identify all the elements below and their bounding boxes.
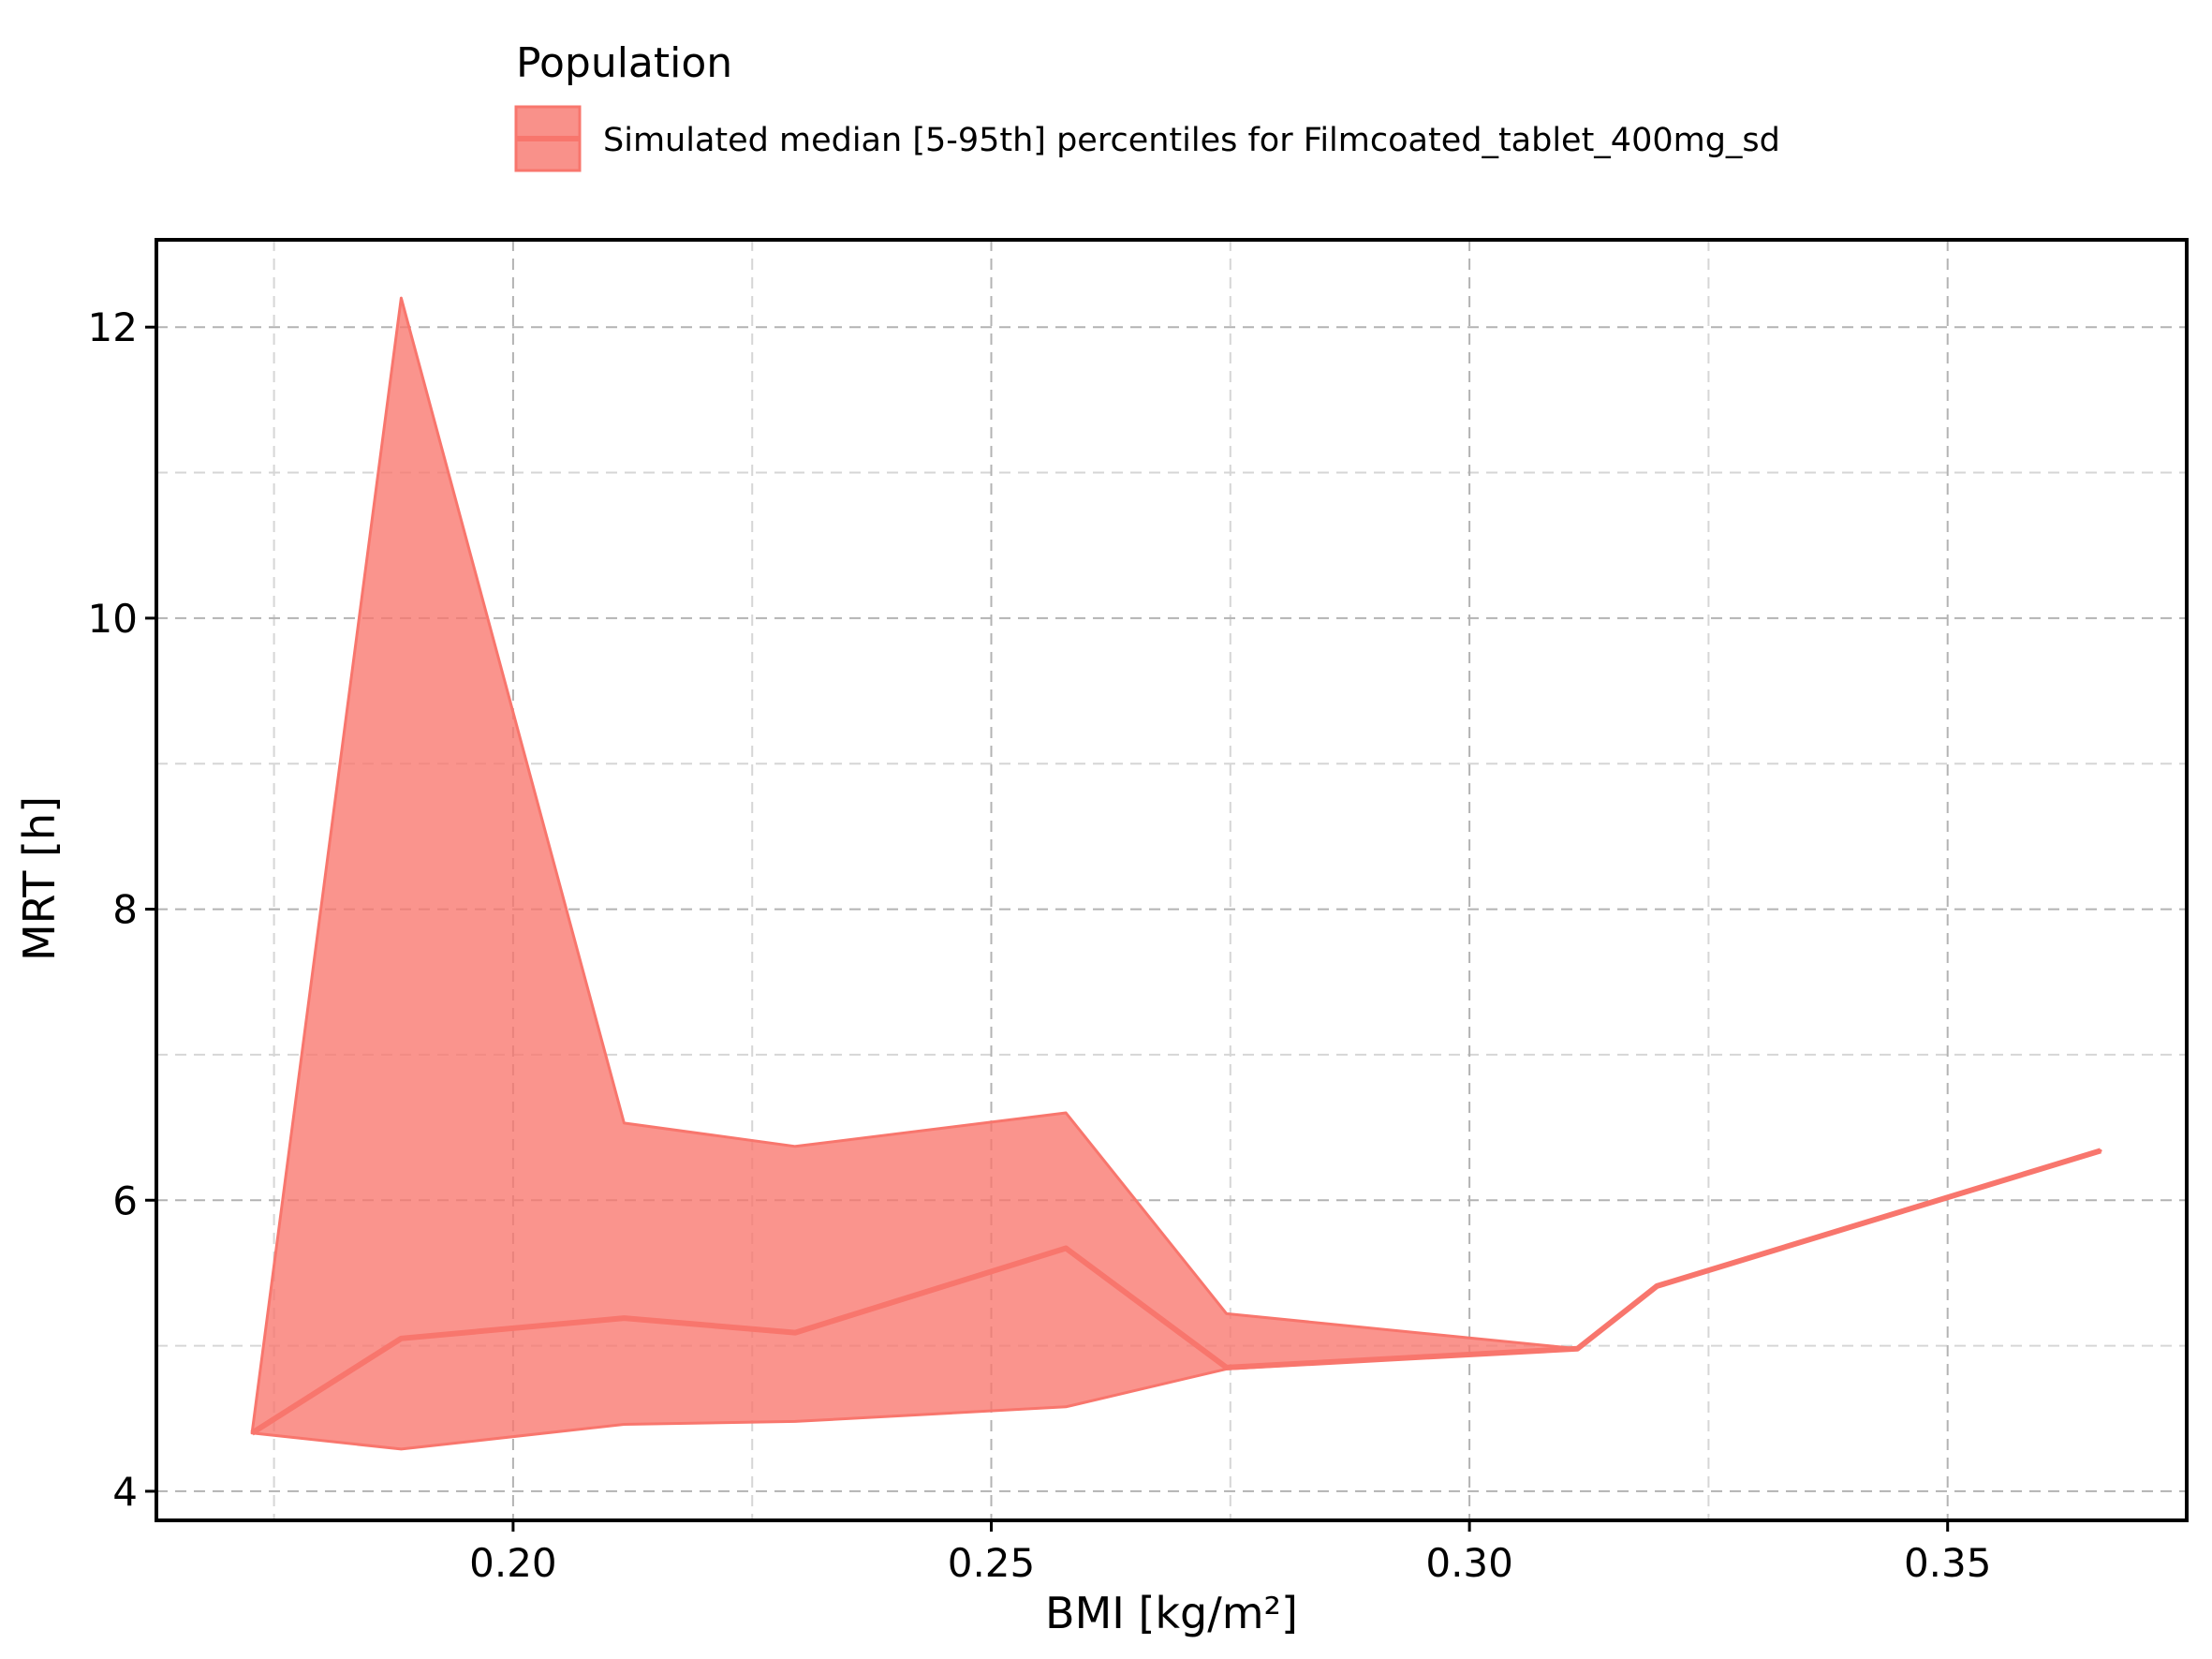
- y-axis: 4 6 8 10 12: [88, 304, 156, 1515]
- y-tick-label: 6: [112, 1178, 138, 1223]
- legend-title: Population: [516, 39, 732, 87]
- legend: Population Simulated median [5-95th] per…: [514, 39, 1780, 172]
- plot-area: 0.20 0.25 0.30 0.35 4 6 8 10 12: [88, 238, 2189, 1586]
- x-tick-label: 0.20: [469, 1540, 557, 1586]
- x-tick-label: 0.30: [1425, 1540, 1513, 1586]
- plot-border: [155, 238, 2189, 1522]
- x-tick-label: 0.35: [1904, 1540, 1992, 1586]
- y-tick-label: 4: [112, 1469, 138, 1515]
- y-axis-label: MRT [h]: [14, 796, 65, 961]
- x-axis-label: BMI [kg/m²]: [1045, 1588, 1298, 1638]
- y-tick-label: 10: [88, 596, 138, 642]
- legend-entry-label: Simulated median [5-95th] percentiles fo…: [603, 122, 1780, 159]
- y-tick-label: 8: [112, 887, 138, 933]
- x-tick-label: 0.25: [948, 1540, 1036, 1586]
- percentile-ribbon: [252, 298, 2101, 1449]
- y-tick-label: 12: [88, 304, 138, 350]
- x-axis: 0.20 0.25 0.30 0.35: [469, 1520, 1991, 1586]
- median-line: [250, 1148, 2101, 1436]
